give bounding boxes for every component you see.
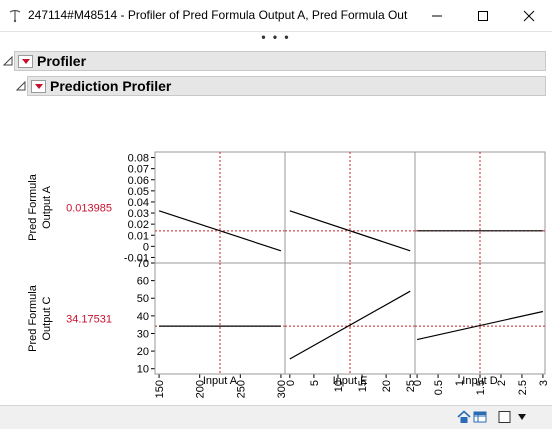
x-tick-label: 0.5 <box>433 380 445 395</box>
minimize-icon <box>432 15 442 16</box>
y-tick-label: 60 <box>137 276 149 288</box>
maximize-button[interactable] <box>460 0 506 31</box>
x-tick-label: 0 <box>285 380 297 386</box>
x-axis-label: Input D <box>462 375 498 387</box>
close-icon <box>523 10 535 21</box>
y-axis-label-line2: Output C <box>41 296 53 340</box>
current-y-value: 0.013985 <box>66 203 112 215</box>
y-tick-label: 0.08 <box>128 153 149 165</box>
y-tick-label: 0.03 <box>128 208 149 220</box>
y-axis-label-line1: Pred Formula <box>27 284 39 352</box>
title-bar: 247114#M48514 - Profiler of Pred Formula… <box>0 0 552 32</box>
profiler-outline-header[interactable]: Profiler <box>14 51 546 71</box>
profiler-title: Profiler <box>37 53 87 69</box>
x-tick-label: 15 <box>357 380 369 392</box>
x-tick-label: 20 <box>381 380 393 392</box>
prediction-profiler-title: Prediction Profiler <box>50 78 172 94</box>
profiler-chart: Pred Formula Output A 0.0139850.080.070.06… <box>27 151 550 398</box>
window-title: 247114#M48514 - Profiler of Pred Formula… <box>28 8 408 22</box>
maximize-icon <box>478 10 488 21</box>
x-tick-label: 25 <box>405 380 417 392</box>
y-tick-label: 20 <box>137 346 149 358</box>
y-tick-label: 0.04 <box>128 197 149 209</box>
prediction-trace <box>289 290 411 360</box>
select-box-icon[interactable] <box>498 410 512 424</box>
x-tick-label: 0 <box>412 380 424 386</box>
x-tick-label: 150 <box>154 380 166 398</box>
x-tick-label: 3 <box>538 380 550 386</box>
y-tick-label: 0 <box>143 241 149 253</box>
app-icon <box>9 9 21 23</box>
y-tick-label: 40 <box>137 311 149 323</box>
collapse-triangle-icon[interactable] <box>3 56 13 66</box>
grid-table-icon[interactable] <box>473 410 487 424</box>
prediction-trace <box>158 210 282 252</box>
y-axis-label-line2: Output A <box>41 185 53 228</box>
prediction-trace <box>416 310 544 341</box>
red-triangle-icon <box>34 83 43 89</box>
red-triangle-icon <box>21 58 30 64</box>
x-tick-label: 250 <box>235 380 247 398</box>
profiler-menu-button[interactable] <box>18 54 33 68</box>
x-tick-label: 5 <box>309 380 321 386</box>
home-icon[interactable] <box>457 410 471 424</box>
y-tick-label: 50 <box>137 293 149 305</box>
x-axis-label: Input A <box>203 375 238 387</box>
x-tick-label: 300 <box>276 380 288 398</box>
current-y-value: 34.17531 <box>66 314 112 326</box>
dropdown-arrow-icon[interactable] <box>517 413 527 421</box>
status-bar <box>0 405 552 429</box>
y-tick-label: 10 <box>137 364 149 376</box>
prediction-profiler-outline-header[interactable]: Prediction Profiler <box>27 76 546 96</box>
more-dots: • • • <box>261 30 291 44</box>
x-tick-label: 2 <box>496 380 508 386</box>
x-tick-label: 10 <box>333 380 345 392</box>
y-tick-label: 0.06 <box>128 175 149 187</box>
y-tick-label: -0.01 <box>124 252 149 264</box>
toolbar-toggle[interactable]: • • • <box>0 31 552 43</box>
x-tick-label: 200 <box>195 380 207 398</box>
x-tick-label: 1.5 <box>475 380 487 395</box>
report-content: Profiler Prediction Profiler Pred Formul… <box>0 43 552 405</box>
close-button[interactable] <box>506 0 552 31</box>
x-axis-label: Input E <box>333 375 368 387</box>
y-axis-label-line1: Pred Formula <box>27 173 39 241</box>
x-tick-label: 2.5 <box>517 380 529 395</box>
y-tick-label: 0.01 <box>128 230 149 242</box>
prediction-profiler-menu-button[interactable] <box>31 79 46 93</box>
y-tick-label: 0.02 <box>128 219 149 231</box>
y-tick-label: 30 <box>137 328 149 340</box>
y-tick-label: 0.07 <box>128 164 149 176</box>
minimize-button[interactable] <box>414 0 460 31</box>
x-tick-label: 1 <box>454 380 466 386</box>
y-tick-label: 70 <box>137 258 149 270</box>
collapse-triangle-icon[interactable] <box>16 81 26 91</box>
y-tick-label: 0.05 <box>128 186 149 198</box>
prediction-trace <box>289 210 411 252</box>
